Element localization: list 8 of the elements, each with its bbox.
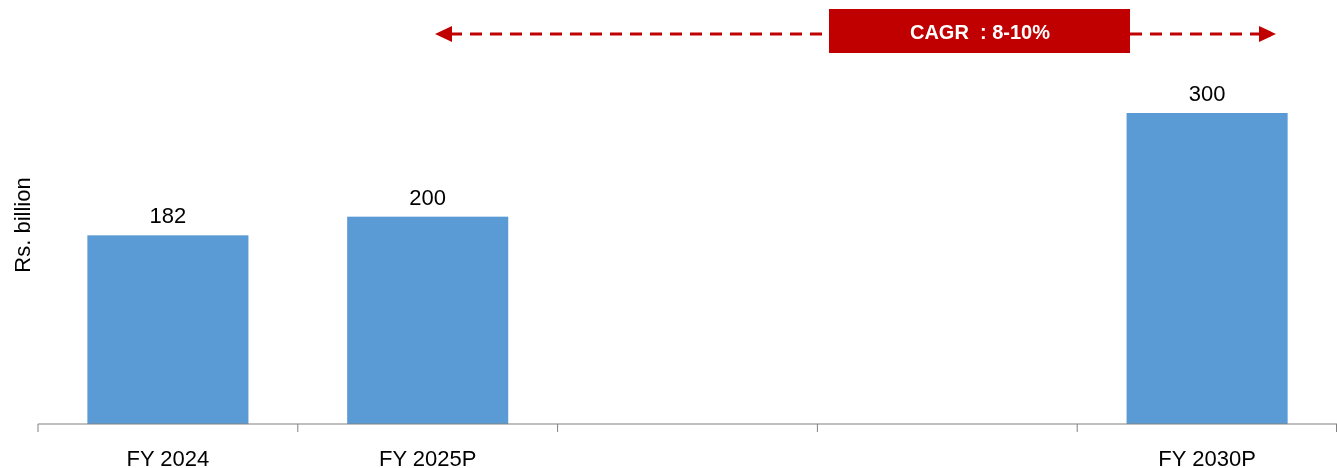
data-label: 300 xyxy=(1188,81,1226,106)
text: CAGR : 8-10% xyxy=(909,21,1051,43)
data-label: 200 xyxy=(409,184,447,210)
x-tick-label: FY 2025P xyxy=(378,446,477,468)
y-axis-title: Rs. billion xyxy=(10,177,35,273)
x-tick-label: FY 2024 xyxy=(126,446,210,468)
x-tick-label: FY 2030P xyxy=(1158,446,1256,468)
data-label: 182 xyxy=(149,203,187,229)
